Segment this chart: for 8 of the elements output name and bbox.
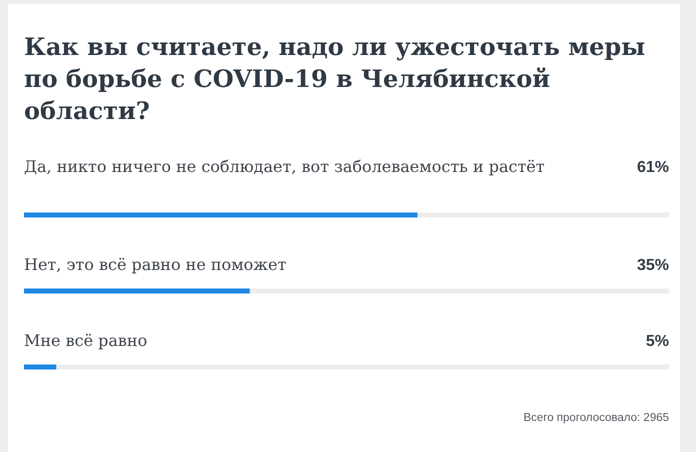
data-label: 61% <box>636 159 669 176</box>
annotation: Всего проголосовало: 2965 <box>523 412 669 424</box>
data-label: 35% <box>636 257 669 274</box>
y-tick-label: Мне всё равно <box>24 331 148 350</box>
data-label: 5% <box>646 333 669 350</box>
y-tick-label: Да, никто ничего не соблюдает, вот заболеваемость и растёт <box>24 157 545 176</box>
y-tick-label: Нет, это всё равно не поможет <box>24 255 286 274</box>
chart-title: Как вы считаете, надо ли ужесточать меры по борьбе с COVID-19 в Челябинской области? <box>24 32 646 125</box>
